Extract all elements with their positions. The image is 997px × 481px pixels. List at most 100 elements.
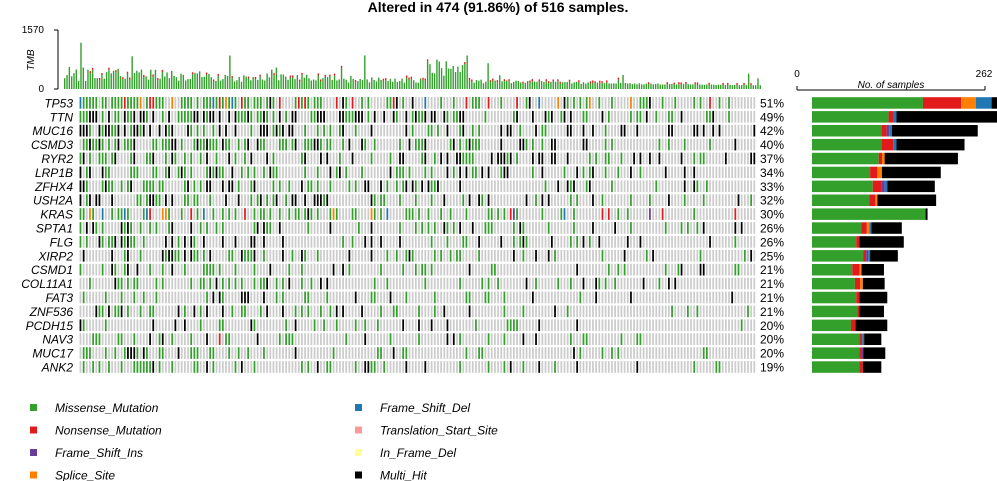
matrix-cell bbox=[92, 333, 95, 345]
matrix-cell bbox=[636, 138, 639, 151]
matrix-cell bbox=[92, 222, 95, 234]
matrix-cell bbox=[702, 97, 705, 109]
matrix-cell bbox=[500, 166, 503, 179]
matrix-cell bbox=[231, 333, 234, 345]
matrix-cell bbox=[133, 277, 136, 290]
matrix-cell bbox=[146, 361, 148, 373]
matrix-cell bbox=[354, 124, 357, 137]
matrix-cell bbox=[645, 333, 648, 345]
matrix-cell bbox=[139, 361, 142, 373]
matrix-cell bbox=[724, 222, 727, 234]
matrix-cell bbox=[339, 291, 341, 304]
matrix-cell bbox=[607, 347, 610, 359]
matrix-cell bbox=[323, 333, 325, 345]
matrix-cell bbox=[652, 152, 654, 165]
matrix-cell bbox=[266, 166, 269, 179]
gene-bar-flg-multi-hit bbox=[859, 236, 904, 248]
matrix-cell bbox=[446, 180, 449, 193]
matrix-cell bbox=[585, 152, 588, 165]
matrix-cell bbox=[225, 138, 227, 151]
matrix-cell bbox=[535, 347, 537, 359]
matrix-cell bbox=[740, 152, 743, 165]
matrix-cell bbox=[237, 194, 240, 206]
tmb-bar bbox=[110, 73, 112, 89]
matrix-cell bbox=[278, 152, 281, 165]
matrix-cell bbox=[313, 124, 316, 137]
matrix-cell bbox=[598, 208, 601, 220]
tmb-bar-segment bbox=[547, 81, 550, 84]
matrix-cell bbox=[728, 97, 730, 109]
matrix-cell bbox=[209, 208, 212, 220]
matrix-cell bbox=[294, 208, 297, 220]
matrix-cell bbox=[747, 222, 749, 234]
tmb-bar-segment bbox=[254, 77, 257, 80]
matrix-cell bbox=[89, 319, 91, 332]
matrix-cell bbox=[272, 249, 275, 262]
matrix-cell bbox=[481, 208, 484, 220]
matrix-cell bbox=[177, 263, 180, 276]
matrix-cell bbox=[275, 152, 278, 165]
legend-swatch-nonsense-mutation bbox=[30, 426, 37, 434]
matrix-cell bbox=[139, 222, 142, 234]
tmb-bar bbox=[552, 81, 554, 89]
tmb-bar bbox=[508, 81, 510, 89]
matrix-cell bbox=[709, 166, 711, 179]
matrix-cell bbox=[136, 97, 139, 109]
matrix-cell bbox=[380, 361, 382, 373]
tmb-bar bbox=[701, 84, 703, 89]
matrix-cell bbox=[240, 180, 243, 193]
matrix-cell bbox=[664, 361, 667, 373]
matrix-cell bbox=[750, 263, 753, 276]
matrix-cell bbox=[626, 249, 629, 262]
matrix-cell bbox=[490, 305, 493, 318]
matrix-cell bbox=[734, 319, 737, 332]
matrix-cell bbox=[702, 319, 705, 332]
matrix-cell bbox=[389, 347, 392, 359]
matrix-cell bbox=[114, 333, 117, 345]
gene-bar-muc17-multi-hit bbox=[863, 347, 886, 359]
matrix-cell bbox=[158, 277, 161, 290]
matrix-cell bbox=[718, 361, 721, 373]
matrix-cell bbox=[133, 236, 136, 248]
matrix-cell bbox=[158, 347, 161, 359]
matrix-cell bbox=[225, 319, 227, 332]
matrix-cell bbox=[588, 319, 591, 332]
matrix-cell bbox=[405, 333, 408, 345]
matrix-cell bbox=[212, 124, 215, 137]
tmb-bar bbox=[485, 81, 487, 89]
matrix-cell bbox=[373, 166, 376, 179]
matrix-cell bbox=[79, 319, 82, 332]
matrix-cell bbox=[402, 152, 405, 165]
matrix-cell bbox=[297, 361, 300, 373]
matrix-cell bbox=[446, 152, 449, 165]
tmb-bar bbox=[540, 81, 543, 89]
matrix-cell bbox=[611, 138, 613, 151]
matrix-cell bbox=[699, 249, 702, 262]
matrix-cell bbox=[747, 124, 749, 137]
matrix-cell bbox=[427, 236, 430, 248]
matrix-cell bbox=[301, 263, 303, 276]
tmb-bar bbox=[229, 55, 231, 89]
matrix-cell bbox=[345, 138, 348, 151]
matrix-cell bbox=[437, 124, 439, 137]
matrix-cell bbox=[272, 319, 275, 332]
matrix-cell bbox=[509, 291, 512, 304]
matrix-cell bbox=[702, 249, 705, 262]
matrix-cell bbox=[79, 333, 82, 345]
matrix-cell bbox=[357, 110, 360, 123]
matrix-cell bbox=[655, 124, 658, 137]
matrix-cell bbox=[187, 166, 189, 179]
matrix-cell bbox=[168, 249, 170, 262]
matrix-cell bbox=[253, 305, 256, 318]
matrix-cell bbox=[332, 138, 335, 151]
matrix-cell bbox=[506, 166, 509, 179]
matrix-cell bbox=[332, 208, 335, 220]
tmb-bar bbox=[331, 79, 333, 89]
matrix-cell bbox=[146, 249, 148, 262]
matrix-cell bbox=[190, 194, 193, 206]
matrix-cell bbox=[139, 194, 142, 206]
matrix-cell bbox=[79, 222, 82, 234]
matrix-cell bbox=[263, 152, 265, 165]
matrix-cell bbox=[731, 291, 734, 304]
tmb-bar bbox=[208, 73, 210, 89]
